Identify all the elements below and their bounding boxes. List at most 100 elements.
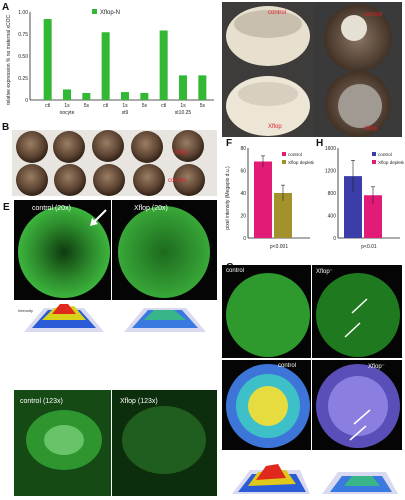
tick-label-y: 80 <box>240 146 246 152</box>
bar <box>254 161 272 238</box>
label-e-xflop-123x: Xflop (123x) <box>120 398 158 405</box>
panel-label-e: E <box>3 202 10 213</box>
axis-label-y: pixel intensity (Megapix d.u.) <box>225 166 231 230</box>
label-c-control: control <box>268 10 287 16</box>
tick-label-x: 5s <box>84 103 90 109</box>
chart-f: 0 20 40 60 80 pixel intensity (Megapix d.u.) c… <box>225 146 314 250</box>
tick-label-x: ctl <box>103 103 108 109</box>
label-b-control: control <box>168 178 187 184</box>
tick-label-y: 60 <box>240 169 246 175</box>
label-c-xflop: Xflop <box>268 124 282 130</box>
legend-label: control <box>288 152 302 157</box>
bar <box>63 89 71 100</box>
bar <box>43 19 52 100</box>
heatmap-g-xflop-image <box>312 360 402 450</box>
label-b-xflop: Xflop <box>174 150 188 156</box>
photo-c: control Xflop <box>222 2 314 137</box>
confocal-e-xflop-image <box>112 200 217 340</box>
legend-swatch <box>372 152 376 156</box>
label-d-xflop: Xflop <box>364 126 378 132</box>
tick-label-y: 40 <box>240 191 246 197</box>
label-g-xflop-top: Xflop⁻ <box>316 269 333 275</box>
bar <box>274 193 292 238</box>
tick-label-y: 0 <box>333 236 336 242</box>
bar <box>344 176 362 238</box>
tick-label-x: ctl <box>161 103 166 109</box>
photo-g-xflop-heat: Xflop⁻ <box>312 360 402 450</box>
tick-label-y: 400 <box>328 214 337 220</box>
confocal-e-xflop-123x-image <box>112 390 217 496</box>
tick-label-x: 1s <box>64 103 70 109</box>
tick-label-y: 800 <box>328 191 337 197</box>
axis-label-y: relative expression % no maternal xCOC <box>6 14 12 105</box>
label-g-control-bottom: control <box>278 363 297 369</box>
photo-d: control Xflop <box>314 2 402 137</box>
bar <box>121 92 129 100</box>
embryo-c-image <box>222 2 314 137</box>
legend-swatch <box>372 160 376 164</box>
tick-label-x: 5s <box>142 103 148 109</box>
group-label: st9 <box>122 110 129 116</box>
surface-plot-g-image <box>232 464 398 494</box>
legend-swatch <box>282 160 286 164</box>
tick-label-y: 0.75 <box>18 32 28 38</box>
group-label: oocyte <box>60 110 75 116</box>
legend-swatch <box>92 9 97 14</box>
tick-label-x: 1s <box>180 103 186 109</box>
confocal-e-control-123x-image <box>14 390 111 496</box>
annotation-p: p<0.001 <box>270 244 288 250</box>
bar <box>82 92 91 100</box>
legend-label: Xflop-N <box>100 10 120 16</box>
group-label: st10.25 <box>175 110 192 116</box>
tick-label-y: 0.25 <box>18 76 28 82</box>
tick-label-y: 0.50 <box>18 54 28 60</box>
photo-b: Xflop control <box>12 130 217 196</box>
photo-e-xflop-20x: Xflop (20x) <box>112 200 217 340</box>
bar <box>101 32 110 100</box>
bar <box>198 75 207 100</box>
bar <box>179 75 187 100</box>
legend-label: control <box>378 152 392 157</box>
tick-label-y: 1600 <box>325 146 336 152</box>
label-g-control-top: control <box>226 268 245 274</box>
label-e-control-123x: control (123x) <box>20 398 63 405</box>
chart-h: 0 400 800 1200 1600 control Xflop depletion p<0… <box>325 146 404 250</box>
photo-e-control-20x: Intensity control (20x) <box>14 200 111 340</box>
tick-label-x: 1s <box>122 103 128 109</box>
legend-swatch <box>282 152 286 156</box>
label-e-control-20x: control (20x) <box>32 205 71 212</box>
arrow-icon <box>90 209 107 226</box>
confocal-g-xflop-image <box>312 265 402 358</box>
label-d-control: control <box>364 12 383 18</box>
tick-label-y: 1200 <box>325 169 336 175</box>
label-e-xflop-20x: Xflop (20x) <box>134 205 168 212</box>
surface-axis-label: Intensity <box>18 308 33 313</box>
legend-label: Xflop depletion <box>288 160 314 165</box>
photo-g-control-heat: control <box>222 360 311 450</box>
tick-label-x: ctl <box>45 103 50 109</box>
tick-label-y: 0 <box>243 236 246 242</box>
photo-g-xflop-green: Xflop⁻ <box>312 265 402 358</box>
photo-e-xflop-123x: Xflop (123x) <box>112 390 217 496</box>
photo-e-control-123x: control (123x) <box>14 390 111 496</box>
tick-label-x: 5s <box>200 103 206 109</box>
surface-plots-g <box>222 452 402 498</box>
annotation-p: p<0.01 <box>361 244 377 250</box>
panel-label-b: B <box>2 122 10 133</box>
confocal-e-control-image: Intensity <box>14 200 111 340</box>
confocal-g-control-image <box>222 265 311 358</box>
embryo-row-image <box>12 130 217 196</box>
photo-g-control-green: control <box>222 265 311 358</box>
legend-label: Xflop depletion <box>378 160 404 165</box>
tick-label-y: 1.00 <box>18 10 28 16</box>
tick-label-y: 0 <box>25 98 28 104</box>
panel-label-a: A <box>2 2 10 13</box>
panel-label-f: F <box>226 138 233 149</box>
bar <box>159 30 168 101</box>
bar <box>364 195 382 238</box>
tick-label-y: 20 <box>240 214 246 220</box>
label-g-xflop-bottom: Xflop⁻ <box>368 364 385 370</box>
heatmap-g-control-image <box>222 360 311 450</box>
panel-label-h: H <box>316 138 324 149</box>
chart-a: 0 0.25 0.50 0.75 1.00 relative expression % n… <box>6 9 214 116</box>
